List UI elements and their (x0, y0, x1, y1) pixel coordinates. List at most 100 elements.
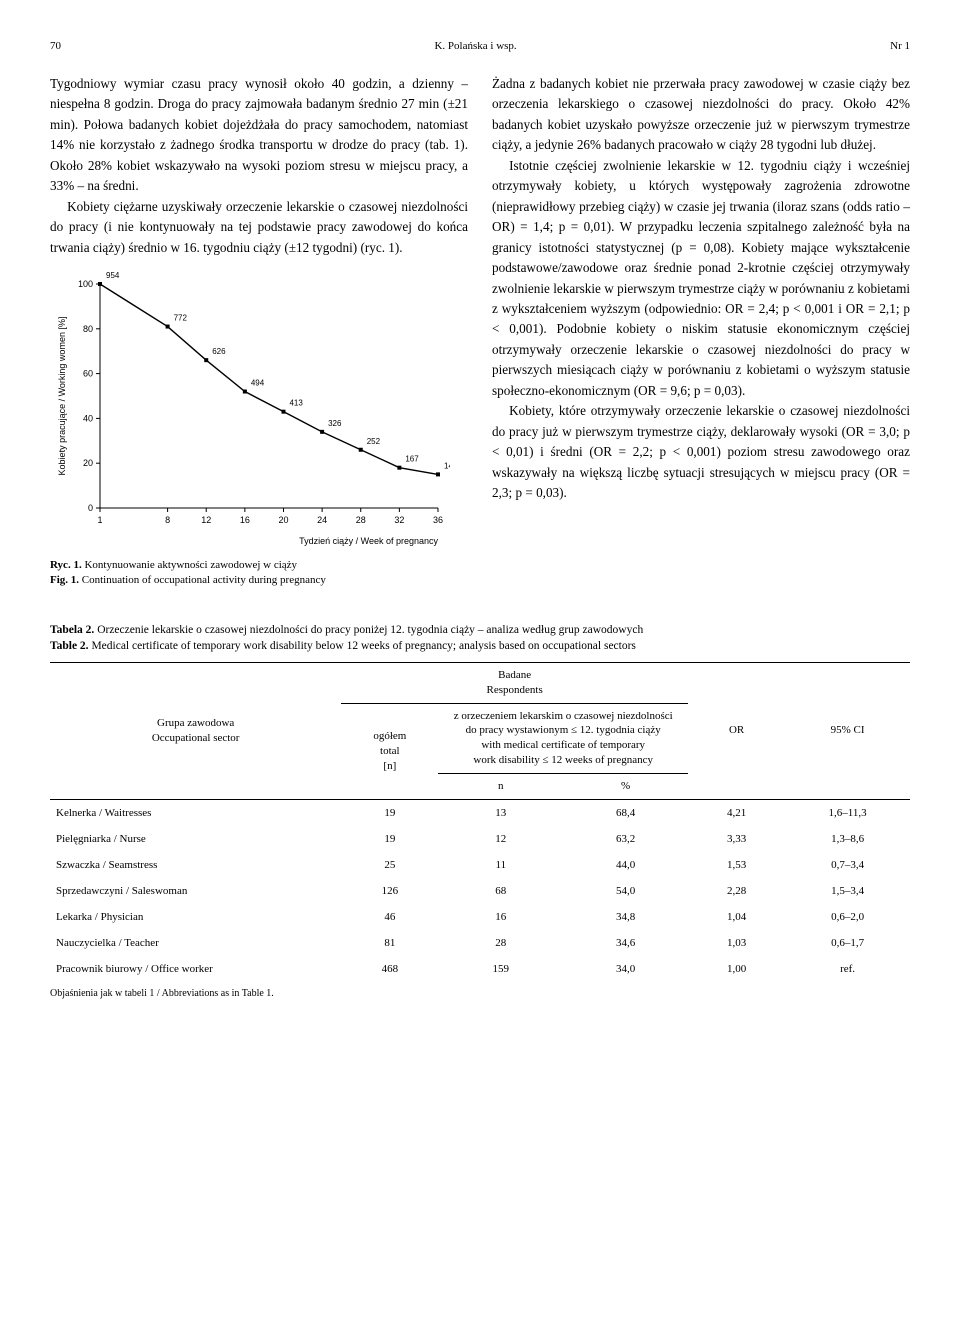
table-2: Grupa zawodowaOccupational sector Badane… (50, 662, 910, 982)
svg-text:146: 146 (444, 461, 450, 470)
svg-text:772: 772 (174, 314, 188, 323)
svg-text:60: 60 (83, 369, 93, 379)
figure-1: 0204060801001812162024283236954772626494… (50, 272, 468, 588)
table-cell: ref. (785, 956, 910, 982)
table-cell: Kelnerka / Waitresses (50, 799, 341, 826)
table-cell: 34,6 (563, 930, 688, 956)
svg-text:40: 40 (83, 413, 93, 423)
right-p1: Żadna z badanych kobiet nie przerwała pr… (492, 74, 910, 156)
th-group: Grupa zawodowaOccupational sector (50, 662, 341, 799)
table-cell: 68 (438, 878, 563, 904)
svg-text:20: 20 (83, 458, 93, 468)
th-cert: z orzeczeniem lekarskim o czasowej niezd… (438, 704, 688, 774)
table-cell: 0,7–3,4 (785, 852, 910, 878)
th-respondents: BadaneRespondents (341, 662, 688, 702)
table-cell: 468 (341, 956, 438, 982)
left-p2: Kobiety ciężarne uzyskiwały orzeczenie l… (50, 197, 468, 258)
th-ci: 95% CI (785, 662, 910, 799)
table-cell: Pracownik biurowy / Office worker (50, 956, 341, 982)
table-row: Pracownik biurowy / Office worker4681593… (50, 956, 910, 982)
running-head-right: Nr 1 (890, 40, 910, 52)
th-n: n (438, 774, 563, 800)
svg-text:12: 12 (201, 515, 211, 525)
left-p1: Tygodniowy wymiar czasu pracy wynosił ok… (50, 74, 468, 197)
table-cell: 28 (438, 930, 563, 956)
table-cell: 11 (438, 852, 563, 878)
table-cell: 44,0 (563, 852, 688, 878)
table-2-section: Tabela 2. Orzeczenie lekarskie o czasowe… (50, 622, 910, 999)
svg-text:20: 20 (278, 515, 288, 525)
table-cell: 3,33 (688, 826, 785, 852)
table-cell: 34,8 (563, 904, 688, 930)
svg-text:954: 954 (106, 272, 120, 280)
tbl-caption-pl-text: Orzeczenie lekarskie o czasowej niezdoln… (94, 624, 643, 636)
figure-caption: Ryc. 1. Kontynuowanie aktywności zawodow… (50, 558, 468, 588)
table-cell: 16 (438, 904, 563, 930)
table-cell: 1,00 (688, 956, 785, 982)
table-cell: 54,0 (563, 878, 688, 904)
table-cell: Szwaczka / Seamstress (50, 852, 341, 878)
table-row: Szwaczka / Seamstress251144,01,530,7–3,4 (50, 852, 910, 878)
table-cell: 1,3–8,6 (785, 826, 910, 852)
svg-text:326: 326 (328, 419, 342, 428)
svg-text:494: 494 (251, 379, 265, 388)
table-cell: 81 (341, 930, 438, 956)
table-cell: 1,04 (688, 904, 785, 930)
svg-text:626: 626 (212, 347, 226, 356)
table-cell: 0,6–2,0 (785, 904, 910, 930)
table-row: Nauczycielka / Teacher812834,61,030,6–1,… (50, 930, 910, 956)
svg-text:80: 80 (83, 324, 93, 334)
svg-text:Kobiety pracujące / Working wo: Kobiety pracujące / Working women [%] (57, 317, 67, 476)
table-cell: 13 (438, 799, 563, 826)
table-cell: 68,4 (563, 799, 688, 826)
right-p3: Kobiety, które otrzymywały orzeczenie le… (492, 401, 910, 503)
right-column: Żadna z badanych kobiet nie przerwała pr… (492, 74, 910, 588)
table-cell: 126 (341, 878, 438, 904)
table-cell: 1,03 (688, 930, 785, 956)
fig-caption-pl-label: Ryc. 1. (50, 559, 82, 571)
th-total: ogółemtotal[n] (341, 704, 438, 800)
page-header: 70 K. Polańska i wsp. Nr 1 (50, 40, 910, 52)
line-chart: 0204060801001812162024283236954772626494… (50, 272, 450, 552)
svg-text:100: 100 (78, 279, 93, 289)
svg-text:167: 167 (405, 455, 419, 464)
table-cell: 2,28 (688, 878, 785, 904)
svg-text:36: 36 (433, 515, 443, 525)
th-or: OR (688, 662, 785, 799)
table-cell: 12 (438, 826, 563, 852)
table-cell: 4,21 (688, 799, 785, 826)
table-cell: Sprzedawczyni / Saleswoman (50, 878, 341, 904)
fig-caption-en-label: Fig. 1. (50, 574, 79, 586)
table-row: Kelnerka / Waitresses191368,44,211,6–11,… (50, 799, 910, 826)
left-column: Tygodniowy wymiar czasu pracy wynosił ok… (50, 74, 468, 588)
svg-text:32: 32 (394, 515, 404, 525)
svg-text:24: 24 (317, 515, 327, 525)
table-cell: 1,5–3,4 (785, 878, 910, 904)
th-pct: % (563, 774, 688, 800)
table-cell: Lekarka / Physician (50, 904, 341, 930)
page-number: 70 (50, 40, 61, 52)
tbl-caption-en-label: Table 2. (50, 640, 89, 652)
table-row: Pielęgniarka / Nurse191263,23,331,3–8,6 (50, 826, 910, 852)
table-cell: 34,0 (563, 956, 688, 982)
table-cell: Pielęgniarka / Nurse (50, 826, 341, 852)
table-cell: 19 (341, 799, 438, 826)
table-caption: Tabela 2. Orzeczenie lekarskie o czasowe… (50, 622, 910, 654)
svg-text:16: 16 (240, 515, 250, 525)
table-cell: 159 (438, 956, 563, 982)
svg-text:1: 1 (97, 515, 102, 525)
svg-text:252: 252 (367, 437, 381, 446)
svg-text:413: 413 (289, 399, 303, 408)
svg-text:0: 0 (88, 503, 93, 513)
table-cell: 46 (341, 904, 438, 930)
table-footnote: Objaśnienia jak w tabeli 1 / Abbreviatio… (50, 988, 910, 999)
svg-text:28: 28 (356, 515, 366, 525)
table-cell: 19 (341, 826, 438, 852)
table-row: Sprzedawczyni / Saleswoman1266854,02,281… (50, 878, 910, 904)
fig-caption-en-text: Continuation of occupational activity du… (79, 574, 326, 586)
table-cell: 63,2 (563, 826, 688, 852)
table-cell: Nauczycielka / Teacher (50, 930, 341, 956)
table-row: Lekarka / Physician461634,81,040,6–2,0 (50, 904, 910, 930)
table-cell: 1,6–11,3 (785, 799, 910, 826)
two-column-body: Tygodniowy wymiar czasu pracy wynosił ok… (50, 74, 910, 588)
